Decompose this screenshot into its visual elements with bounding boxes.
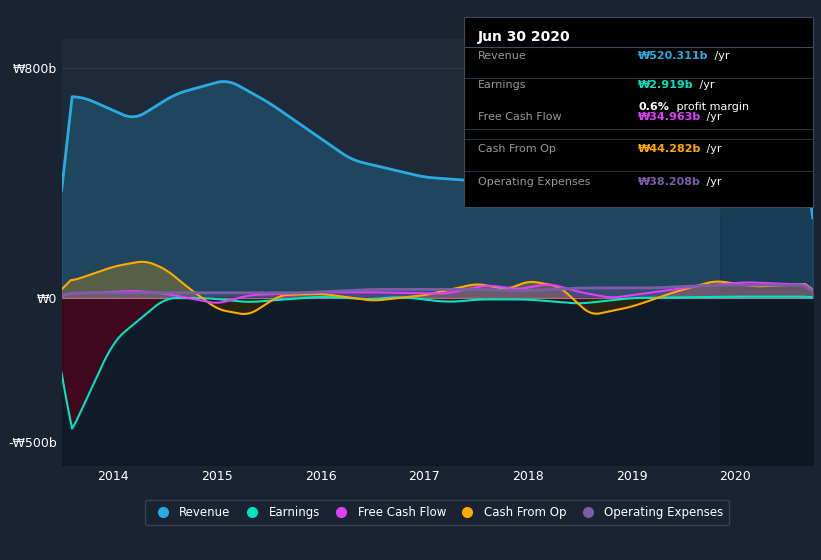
Text: Operating Expenses: Operating Expenses (478, 177, 590, 186)
Text: ₩520.311b: ₩520.311b (639, 51, 709, 61)
Text: ₩44.282b: ₩44.282b (639, 144, 702, 155)
Text: /yr: /yr (704, 177, 722, 186)
Text: Cash From Op: Cash From Op (478, 144, 556, 155)
Text: Free Cash Flow: Free Cash Flow (478, 112, 562, 122)
Text: /yr: /yr (704, 112, 722, 122)
Text: 0.6%: 0.6% (639, 102, 669, 113)
Text: Revenue: Revenue (478, 51, 526, 61)
Text: Jun 30 2020: Jun 30 2020 (478, 30, 571, 44)
Text: profit margin: profit margin (672, 102, 749, 113)
Text: /yr: /yr (695, 80, 714, 90)
Text: /yr: /yr (704, 144, 722, 155)
Bar (719, 39, 813, 465)
Text: Earnings: Earnings (478, 80, 526, 90)
Text: /yr: /yr (711, 51, 729, 61)
Text: ₩38.208b: ₩38.208b (639, 177, 701, 186)
Text: ₩2.919b: ₩2.919b (639, 80, 694, 90)
Legend: Revenue, Earnings, Free Cash Flow, Cash From Op, Operating Expenses: Revenue, Earnings, Free Cash Flow, Cash … (145, 500, 729, 525)
Text: ₩34.963b: ₩34.963b (639, 112, 702, 122)
